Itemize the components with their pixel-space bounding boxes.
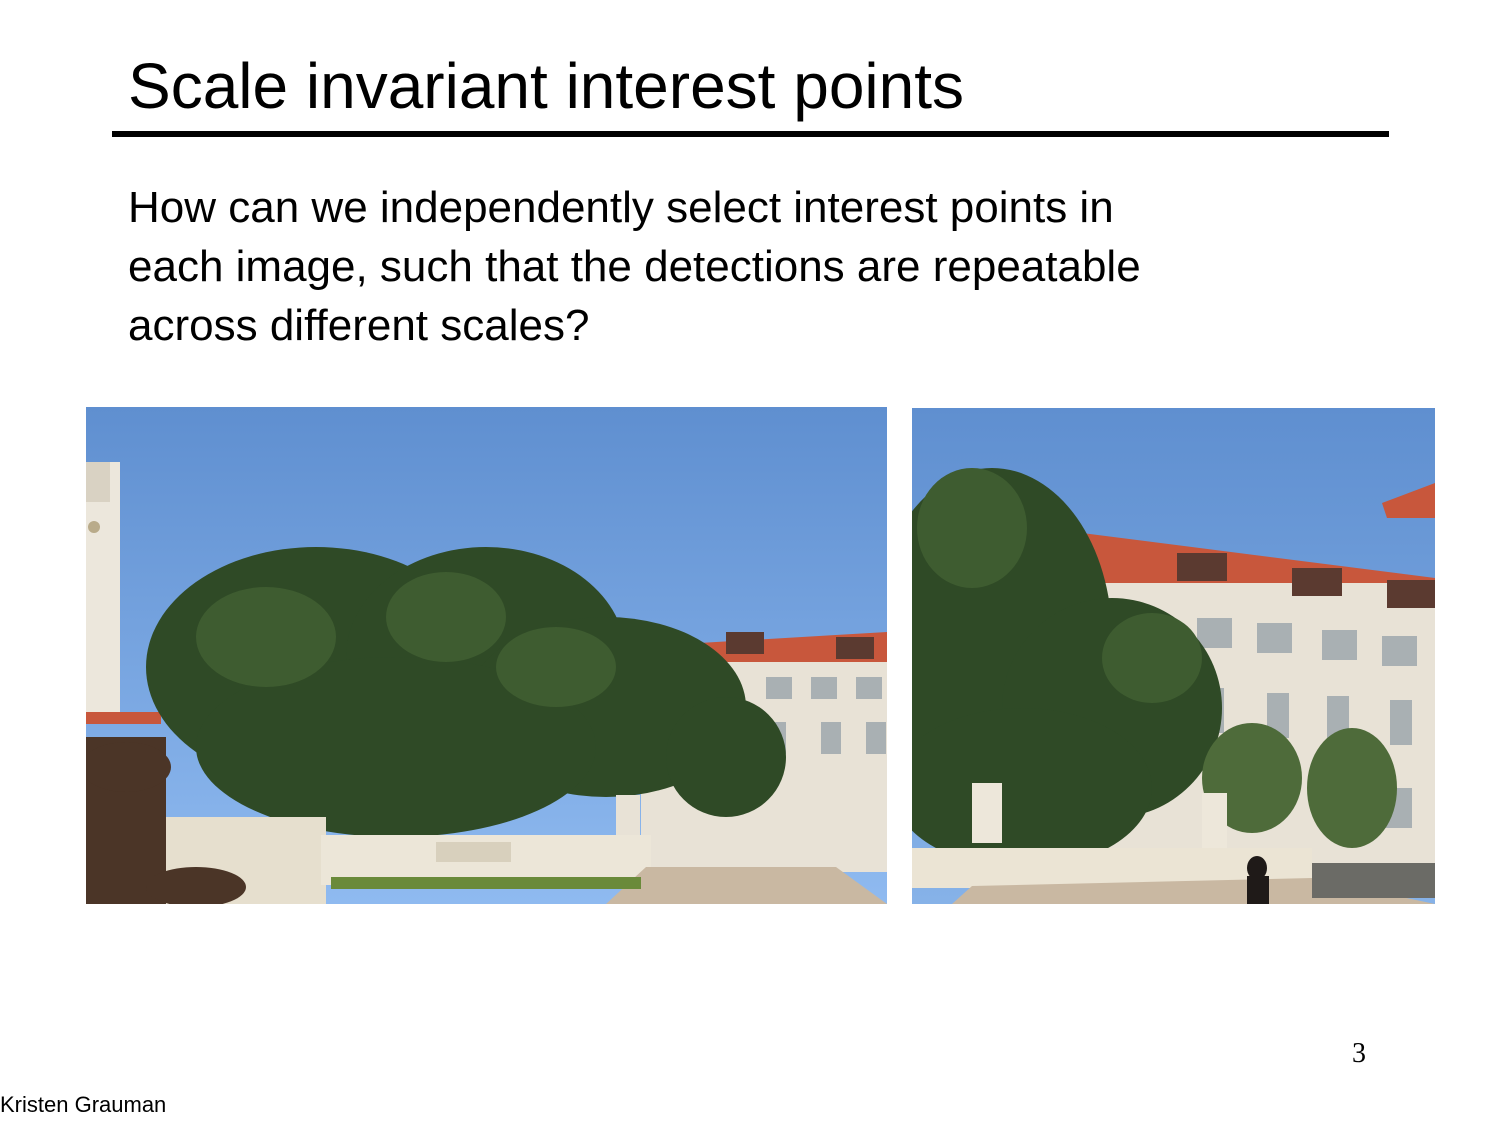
title-divider [112, 131, 1389, 137]
body-line: How can we independently select interest… [128, 183, 1114, 232]
body-line: each image, such that the detections are… [128, 242, 1141, 291]
author-credit: Kristen Grauman [0, 1092, 167, 1117]
slide-title: Scale invariant interest points [128, 50, 964, 122]
campus-photo-wide [86, 407, 887, 904]
slide-body: How can we independently select interest… [128, 178, 1368, 355]
body-line: across different scales? [128, 301, 590, 350]
campus-photo-zoomed [912, 408, 1435, 904]
page-number: 3 [1352, 1038, 1366, 1069]
